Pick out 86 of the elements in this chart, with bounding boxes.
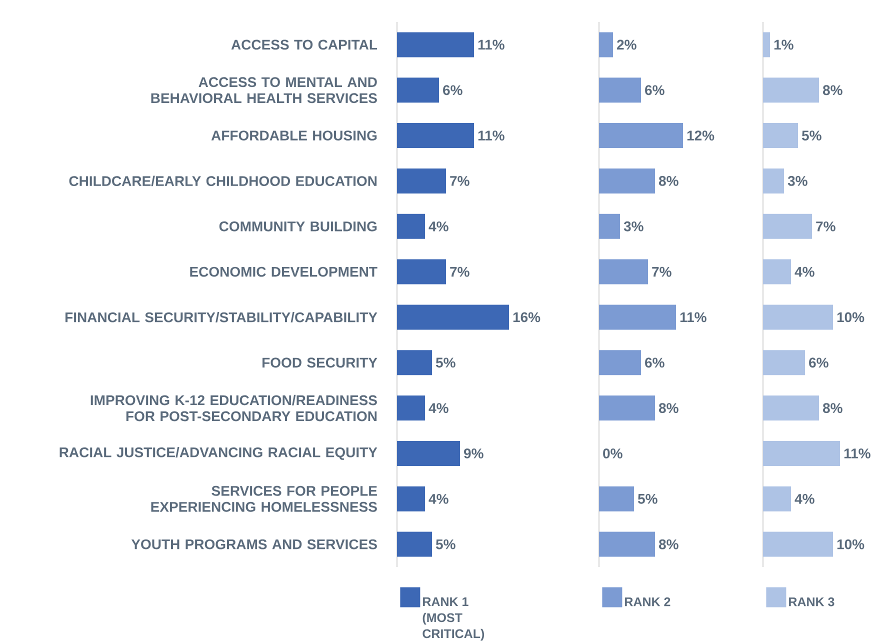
bar [397, 350, 432, 376]
data-label: 4% [794, 494, 814, 504]
legend-label: RANK 1 (MOST CRITICAL) [422, 597, 484, 641]
bar [397, 32, 474, 58]
data-label: 1% [774, 40, 794, 50]
bar [599, 486, 634, 512]
data-label: 5% [436, 539, 456, 550]
data-label: 10% [837, 312, 864, 322]
data-label: 7% [450, 266, 470, 277]
y-tick-label: ACCESS TO MENTAL AND BEHAVIORAL HEALTH SERVICES [151, 77, 377, 104]
data-label: 6% [645, 85, 664, 96]
y-tick-label: RACIAL JUSTICE/ADVANCING RACIAL EQUITY [60, 447, 378, 460]
y-tick-label: AFFORDABLE HOUSING [211, 130, 377, 141]
bar [763, 214, 812, 239]
data-label: 11% [680, 312, 706, 322]
data-label: 5% [436, 358, 456, 368]
data-label: 6% [443, 85, 462, 96]
bar [763, 486, 792, 512]
data-label: 7% [652, 266, 672, 277]
bar [599, 350, 642, 376]
data-label: 8% [658, 176, 678, 186]
bar [397, 78, 439, 103]
bar [599, 396, 656, 421]
data-label: 5% [638, 494, 658, 504]
bar [599, 123, 684, 148]
bar [599, 32, 614, 58]
bar [397, 396, 425, 421]
data-label: 9% [464, 448, 484, 458]
data-label: 7% [450, 176, 470, 186]
bar [599, 532, 656, 557]
bar [397, 259, 446, 284]
y-tick-label: SERVICES FOR PEOPLE EXPERIENCING HOMELESSNESS [151, 486, 377, 512]
data-label: 2% [617, 40, 636, 50]
bar [599, 78, 642, 103]
y-tick-label: CHILDCARE/EARLY CHILDHOOD EDUCATION [69, 176, 377, 186]
y-tick-label: IMPROVING K-12 EDUCATION/READINESS FOR POST-SECONDARY EDUCATION [90, 394, 377, 422]
data-label: 4% [428, 494, 448, 504]
data-label: 11% [844, 448, 870, 458]
bar [397, 304, 509, 330]
data-label: 8% [822, 403, 842, 414]
bar [599, 168, 656, 194]
data-label: 4% [428, 221, 448, 232]
legend-label: RANK 2 [625, 597, 670, 606]
bar [599, 259, 648, 284]
data-label: 11% [478, 40, 504, 50]
bar [599, 214, 620, 239]
bar [599, 304, 676, 330]
bar [763, 259, 792, 284]
y-tick-label: ACCESS TO CAPITAL [231, 40, 378, 50]
data-label: 16% [513, 312, 540, 322]
bar [397, 123, 474, 148]
data-label: 10% [837, 539, 864, 550]
legend-label: RANK 3 [789, 597, 834, 606]
data-label: 3% [788, 176, 808, 186]
bar [763, 168, 784, 194]
data-label: 12% [687, 130, 714, 140]
data-label: 3% [624, 221, 644, 232]
bar [397, 168, 446, 194]
data-label: 11% [478, 130, 504, 140]
bar [397, 214, 425, 239]
bar [397, 532, 432, 557]
data-label: 5% [802, 130, 822, 140]
data-label: 6% [809, 358, 828, 368]
data-label: 8% [658, 403, 678, 414]
bar [763, 532, 834, 557]
bar [763, 304, 834, 330]
y-tick-label: ECONOMIC DEVELOPMENT [190, 266, 378, 277]
data-label: 4% [428, 403, 448, 413]
data-label: 7% [816, 221, 836, 232]
data-label: 4% [794, 266, 814, 277]
data-label: 0% [603, 448, 622, 458]
bar [763, 350, 806, 376]
data-label: 8% [658, 539, 678, 550]
y-tick-label: FINANCIAL SECURITY/STABILITY/CAPABILITY [65, 312, 378, 322]
y-tick-label: FOOD SECURITY [262, 358, 378, 368]
bar [763, 396, 820, 421]
bar [763, 32, 770, 58]
data-label: 6% [645, 358, 664, 368]
data-label: 8% [822, 85, 842, 96]
bar [763, 78, 820, 103]
bar [397, 440, 460, 466]
bar [763, 123, 798, 148]
y-tick-label: YOUTH PROGRAMS AND SERVICES [131, 539, 377, 550]
y-tick-label: COMMUNITY BUILDING [219, 221, 377, 232]
bar [763, 440, 840, 466]
bar [397, 486, 425, 512]
